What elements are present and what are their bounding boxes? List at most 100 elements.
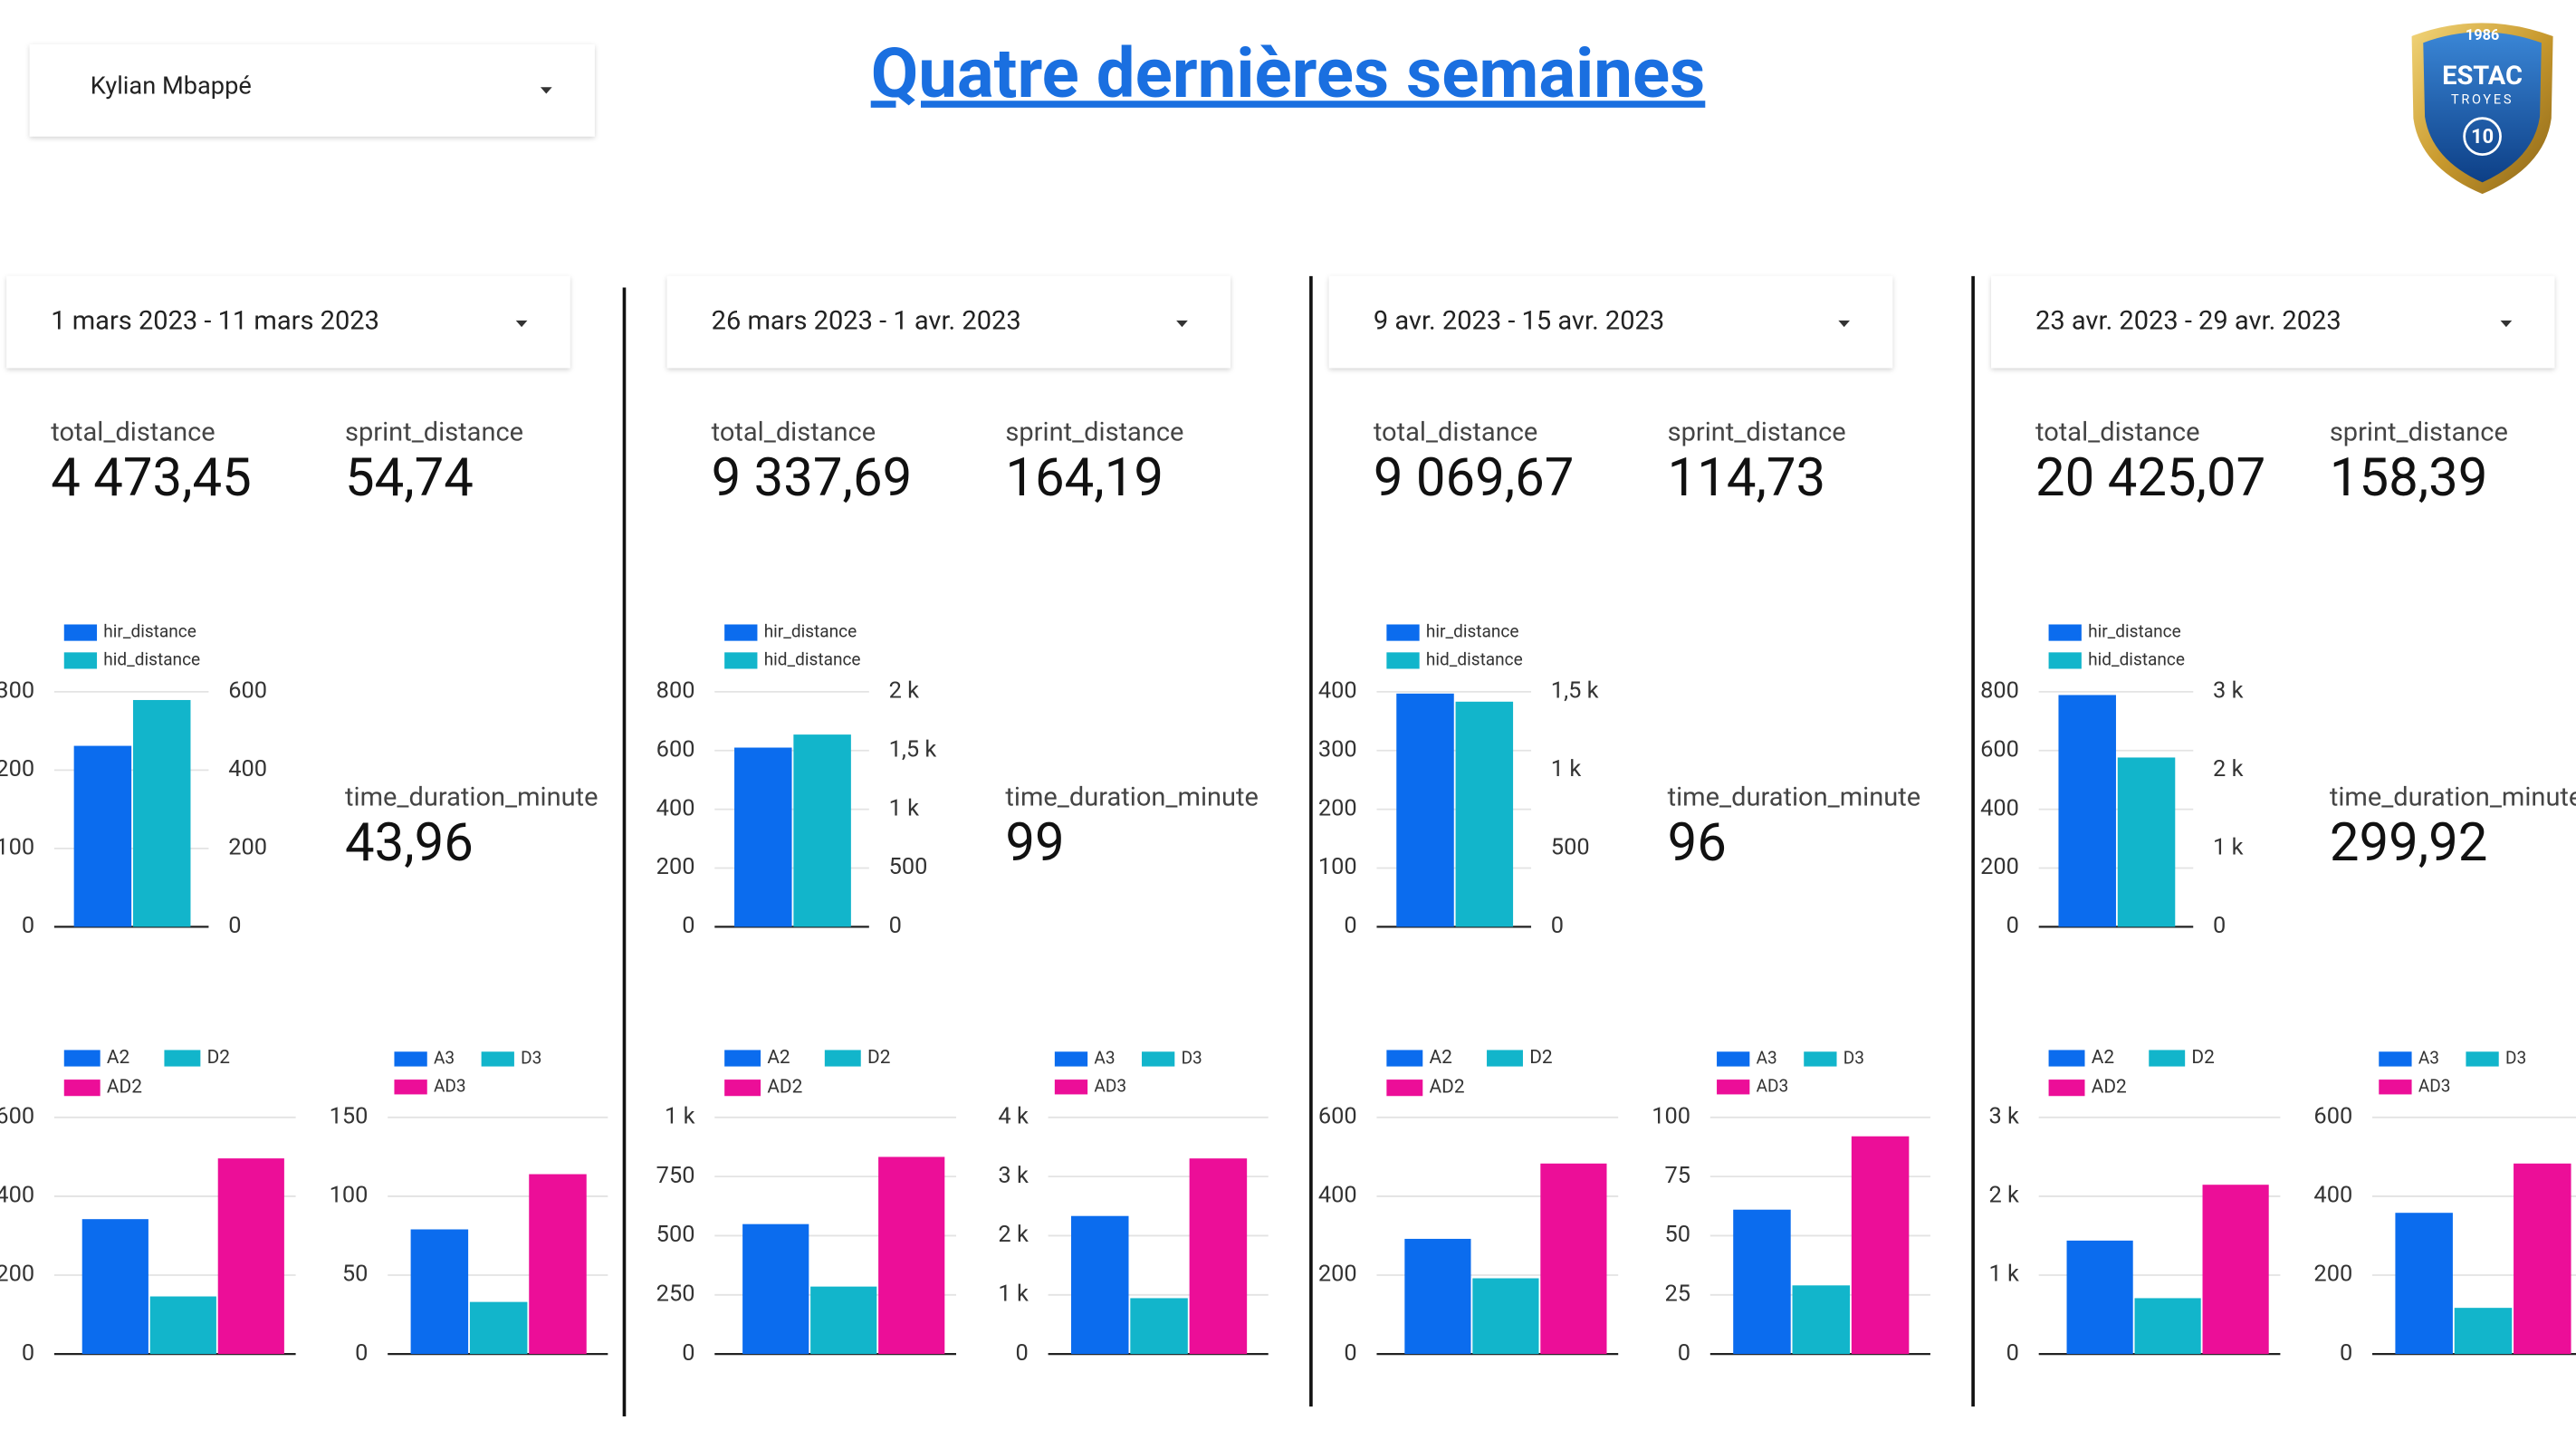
bar [410, 1229, 469, 1355]
kpi-value: 4 473,45 [51, 447, 252, 509]
logo-circle [2463, 117, 2502, 156]
tick-label: 1 k [998, 1280, 1029, 1307]
legend-swatch [2048, 1080, 2085, 1097]
logo-year: 1986 [2466, 26, 2499, 43]
kpi-label: time_duration_minute [1005, 782, 1259, 813]
date-range: 23 avr. 2023 - 29 avr. 2023 [2035, 305, 2341, 336]
legend-swatch [824, 1050, 861, 1067]
tick-label: 0 [2006, 912, 2019, 939]
tick-label: 4 k [998, 1103, 1029, 1130]
kpi-label: time_duration_minute [1668, 782, 1920, 813]
bar [469, 1301, 528, 1355]
bar [810, 1286, 877, 1355]
legend-label: hir_distance [764, 621, 857, 642]
legend-label: A3 [1757, 1047, 1777, 1068]
date-dropdown[interactable] [666, 275, 1231, 369]
dropdown-arrow [540, 87, 552, 94]
legend-swatch [724, 1080, 761, 1097]
kpi-label: sprint_distance [345, 417, 523, 448]
bar [1189, 1158, 1248, 1355]
kpi-label: total_distance [2035, 417, 2199, 448]
legend-swatch [1804, 1051, 1837, 1067]
bar [1396, 693, 1454, 927]
tick-label: 0 [682, 1339, 694, 1367]
legend-swatch [63, 1050, 101, 1067]
dropdown-arrow [2500, 320, 2513, 328]
legend-swatch [1386, 652, 1420, 669]
legend-label: AD2 [767, 1077, 802, 1099]
legend-label: D2 [1529, 1047, 1552, 1069]
legend-swatch [2149, 1050, 2186, 1067]
tick-label: 2 k [2213, 755, 2244, 782]
bar [734, 747, 792, 927]
bar [132, 699, 191, 927]
logo-name: ESTAC [2442, 61, 2523, 91]
logo-city: TROYES [2451, 92, 2514, 108]
legend-swatch [1054, 1080, 1088, 1095]
dropdown-arrow [1838, 320, 1851, 328]
tick-label: 100 [330, 1182, 369, 1209]
legend-swatch [164, 1050, 201, 1067]
legend-swatch [1717, 1051, 1750, 1067]
tick-label: 500 [656, 1221, 695, 1248]
player-dropdown[interactable] [29, 44, 595, 137]
legend-label: A3 [1094, 1047, 1115, 1068]
tick-label: 0 [1344, 912, 1356, 939]
tick-label: 0 [2213, 912, 2226, 939]
kpi-value: 54,74 [345, 447, 474, 509]
tick-label: 200 [0, 755, 34, 782]
legend-swatch [2466, 1051, 2499, 1067]
kpi-label: time_duration_minute [2330, 782, 2576, 813]
date-dropdown[interactable] [1991, 275, 2555, 369]
tick-label: 0 [1016, 1339, 1029, 1367]
bar [2117, 757, 2176, 927]
tick-label: 500 [889, 853, 928, 880]
bar [1733, 1209, 1791, 1355]
legend-label: hir_distance [1426, 621, 1519, 642]
tick-label: 50 [1664, 1221, 1690, 1248]
tick-label: 0 [1344, 1339, 1356, 1367]
tick-label: 100 [1318, 853, 1357, 880]
tick-label: 200 [656, 853, 695, 880]
kpi-value: 99 [1005, 812, 1064, 874]
tick-label: 50 [342, 1261, 369, 1288]
legend-swatch [2379, 1051, 2412, 1067]
legend-swatch [2379, 1080, 2412, 1095]
legend-swatch [1386, 1080, 1423, 1097]
legend-label: hir_distance [103, 621, 196, 642]
tick-label: 400 [656, 794, 695, 821]
date-dropdown[interactable] [6, 275, 570, 369]
kpi-value: 96 [1668, 812, 1727, 874]
tick-label: 300 [0, 677, 34, 705]
date-range: 26 mars 2023 - 1 avr. 2023 [712, 305, 1021, 336]
tick-label: 0 [889, 912, 902, 939]
tick-label: 0 [355, 1339, 368, 1367]
tick-label: 300 [1318, 735, 1357, 763]
page-title[interactable]: Quatre dernières semaines [871, 33, 1706, 114]
tick-label: 2 k [998, 1221, 1029, 1248]
kpi-label: total_distance [1374, 417, 1537, 448]
tick-label: 75 [1664, 1162, 1690, 1189]
tick-label: 400 [228, 755, 267, 782]
tick-label: 150 [330, 1103, 369, 1130]
bar [1472, 1278, 1539, 1355]
bar [2395, 1213, 2453, 1355]
tick-label: 0 [1551, 912, 1564, 939]
tick-label: 800 [656, 677, 695, 705]
bar [2066, 1240, 2133, 1355]
kpi-value: 158,39 [2330, 447, 2488, 509]
legend-label: A3 [2418, 1047, 2439, 1068]
tick-label: 200 [2313, 1261, 2352, 1288]
tick-label: 3 k [1988, 1103, 2019, 1130]
legend-swatch [1717, 1080, 1750, 1095]
tick-label: 200 [1318, 794, 1357, 821]
kpi-label: sprint_distance [2330, 417, 2508, 448]
tick-label: 400 [1980, 794, 2019, 821]
kpi-value: 299,92 [2330, 812, 2488, 874]
tick-label: 400 [1318, 1182, 1357, 1209]
logo-number: 10 [2471, 126, 2494, 149]
date-dropdown[interactable] [1328, 275, 1893, 369]
legend-swatch [724, 624, 758, 641]
legend-label: hid_distance [103, 648, 200, 669]
